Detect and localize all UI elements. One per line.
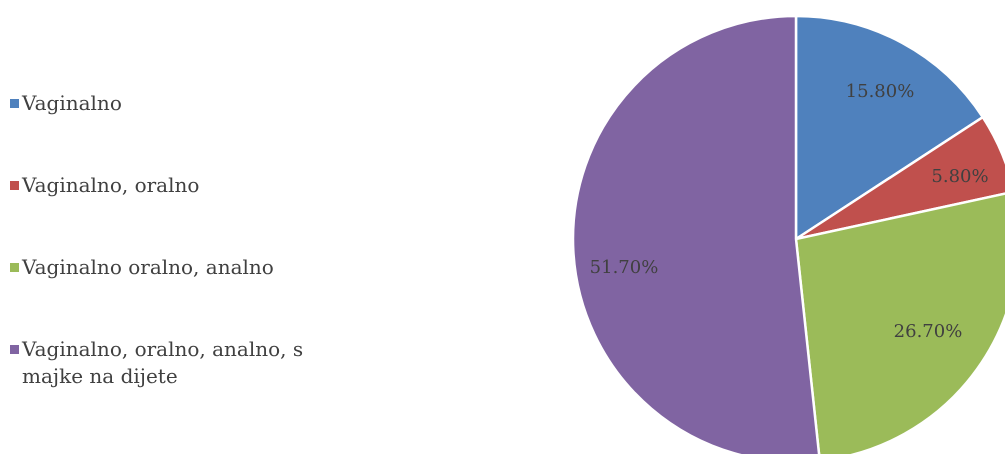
legend-swatch: [10, 181, 19, 190]
legend-swatch: [10, 263, 19, 272]
slice-data-label: 26.70%: [894, 321, 963, 342]
legend-label: Vaginalno, oralno, analno, s majke na di…: [22, 337, 304, 388]
legend-label: Vaginalno: [22, 91, 122, 115]
slice-data-label: 51.70%: [590, 257, 659, 278]
legend-swatch: [10, 345, 19, 354]
slice-data-label: 5.80%: [931, 166, 988, 187]
pie-slice: [571, 14, 821, 454]
legend-item-vaginalno-oralno-analno-majke: Vaginalno, oralno, analno, s majke na di…: [10, 336, 332, 390]
slice-data-label: 15.80%: [846, 81, 915, 102]
chart-legend: Vaginalno Vaginalno, oralno Vaginalno or…: [10, 0, 350, 454]
pie-slice: [794, 14, 985, 241]
legend-label: Vaginalno oralno, analno: [22, 255, 274, 279]
legend-swatch: [10, 99, 19, 108]
legend-item-vaginalno-oralno: Vaginalno, oralno: [10, 172, 342, 199]
legend-item-vaginalno: Vaginalno: [10, 90, 342, 117]
pie-slice: [794, 192, 1005, 454]
legend-item-vaginalno-oralno-analno: Vaginalno oralno, analno: [10, 254, 342, 281]
legend-label: Vaginalno, oralno: [22, 173, 200, 197]
pie-slice: [794, 115, 1005, 241]
